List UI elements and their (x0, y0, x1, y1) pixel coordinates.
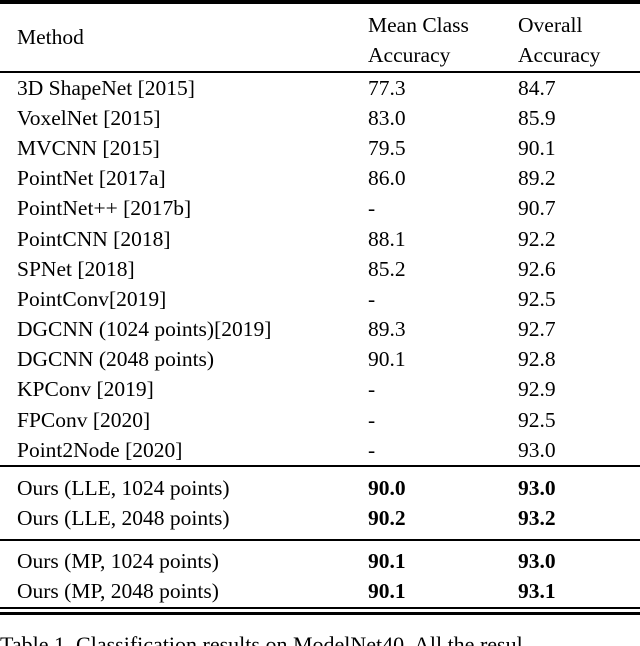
overall-header-line2: Accuracy (518, 43, 601, 67)
overall-accuracy-cell: 92.9 (518, 377, 556, 402)
method-cell: SPNet [2018] (17, 256, 135, 281)
section-divider-rule-1 (0, 465, 640, 468)
table-row: VoxelNet [2015] 83.0 85.9 (0, 103, 640, 133)
method-cell: Ours (MP, 1024 points) (17, 548, 219, 573)
mean-class-accuracy-cell: 85.2 (368, 256, 406, 281)
method-cell: Ours (LLE, 2048 points) (17, 505, 230, 530)
table-row: KPConv [2019] - 92.9 (0, 375, 640, 405)
mean-class-accuracy-cell: - (368, 196, 376, 221)
section-prior-methods: 3D ShapeNet [2015] 77.3 84.7 VoxelNet [2… (0, 73, 640, 465)
overall-accuracy-cell: 92.8 (518, 347, 556, 372)
table-row: PointCNN [2018] 88.1 92.2 (0, 224, 640, 254)
method-cell: PointConv[2019] (17, 286, 167, 311)
table-header-row: Method Mean Class Accuracy Overall Accur… (0, 4, 640, 71)
table-row: DGCNN (1024 points)[2019] 89.3 92.7 (0, 315, 640, 345)
table-row: SPNet [2018] 85.2 92.6 (0, 254, 640, 284)
method-cell: DGCNN (1024 points)[2019] (17, 317, 272, 342)
overall-accuracy-cell: 92.5 (518, 407, 556, 432)
mean-class-accuracy-cell: 90.1 (368, 548, 406, 573)
table-row: Point2Node [2020] - 93.0 (0, 435, 640, 465)
table-bottom-outer-rule (0, 612, 640, 616)
mean-class-accuracy-cell: 86.0 (368, 166, 406, 191)
method-cell: KPConv [2019] (17, 377, 154, 402)
overall-accuracy-cell: 90.7 (518, 196, 556, 221)
mean-class-header-line1: Mean Class (368, 13, 469, 37)
method-cell: DGCNN (2048 points) (17, 347, 215, 372)
table-row: Ours (LLE, 1024 points) 90.0 93.0 (0, 473, 640, 503)
table-row: FPConv [2020] - 92.5 (0, 405, 640, 435)
overall-accuracy-cell: 92.5 (518, 286, 556, 311)
overall-accuracy-cell: 93.0 (518, 548, 556, 573)
mean-class-accuracy-cell: - (368, 286, 376, 311)
table-row: PointNet++ [2017b] - 90.7 (0, 194, 640, 224)
overall-accuracy-cell: 92.7 (518, 317, 556, 342)
overall-accuracy-cell: 93.2 (518, 505, 556, 530)
table-row: PointNet [2017a] 86.0 89.2 (0, 164, 640, 194)
method-cell: VoxelNet [2015] (17, 105, 161, 130)
table-bottom-inner-rule (0, 607, 640, 609)
mean-class-accuracy-cell: - (368, 377, 376, 402)
method-cell: PointCNN [2018] (17, 226, 171, 251)
section-divider-rule-2 (0, 539, 640, 542)
header-divider-rule (0, 71, 640, 73)
mean-class-accuracy-cell: 90.0 (368, 475, 406, 500)
section-ours-mp: Ours (MP, 1024 points) 90.1 93.0 Ours (M… (0, 541, 640, 607)
column-header-method: Method (0, 4, 368, 71)
table-row: 3D ShapeNet [2015] 77.3 84.7 (0, 73, 640, 103)
overall-accuracy-cell: 85.9 (518, 105, 556, 130)
table-row: Ours (MP, 1024 points) 90.1 93.0 (0, 546, 640, 576)
mean-class-accuracy-cell: 79.5 (368, 135, 406, 160)
overall-accuracy-cell: 93.0 (518, 437, 556, 462)
mean-class-accuracy-cell: 90.2 (368, 505, 406, 530)
column-header-mean-class-accuracy: Mean Class Accuracy (368, 4, 518, 71)
table-row: MVCNN [2015] 79.5 90.1 (0, 133, 640, 163)
mean-class-accuracy-cell: - (368, 407, 376, 432)
method-cell: Ours (MP, 2048 points) (17, 578, 219, 603)
table-row: Ours (MP, 2048 points) 90.1 93.1 (0, 576, 640, 606)
method-cell: MVCNN [2015] (17, 135, 160, 160)
mean-class-accuracy-cell: 88.1 (368, 226, 406, 251)
section-ours-lle: Ours (LLE, 1024 points) 90.0 93.0 Ours (… (0, 467, 640, 539)
mean-class-accuracy-cell: 90.1 (368, 347, 406, 372)
overall-accuracy-cell: 84.7 (518, 75, 556, 100)
mean-class-header-line2: Accuracy (368, 43, 451, 67)
column-header-method-label: Method (17, 25, 84, 49)
method-cell: PointNet++ [2017b] (17, 196, 192, 221)
overall-accuracy-cell: 90.1 (518, 135, 556, 160)
table-row: DGCNN (2048 points) 90.1 92.8 (0, 345, 640, 375)
overall-accuracy-cell: 92.2 (518, 226, 556, 251)
table-row: PointConv[2019] - 92.5 (0, 284, 640, 314)
mean-class-accuracy-cell: 83.0 (368, 105, 406, 130)
overall-accuracy-cell: 93.0 (518, 475, 556, 500)
method-cell: FPConv [2020] (17, 407, 151, 432)
method-cell: 3D ShapeNet [2015] (17, 75, 195, 100)
overall-header-line1: Overall (518, 13, 583, 37)
column-header-overall-accuracy: Overall Accuracy (518, 4, 640, 71)
overall-accuracy-cell: 92.6 (518, 256, 556, 281)
table-caption: Table 1. Classification results on Model… (0, 632, 523, 646)
table-row: Ours (LLE, 2048 points) 90.2 93.2 (0, 503, 640, 533)
overall-accuracy-cell: 93.1 (518, 578, 556, 603)
method-cell: PointNet [2017a] (17, 166, 166, 191)
method-cell: Ours (LLE, 1024 points) (17, 475, 230, 500)
mean-class-accuracy-cell: 90.1 (368, 578, 406, 603)
mean-class-accuracy-cell: 89.3 (368, 317, 406, 342)
overall-accuracy-cell: 89.2 (518, 166, 556, 191)
mean-class-accuracy-cell: 77.3 (368, 75, 406, 100)
method-cell: Point2Node [2020] (17, 437, 183, 462)
mean-class-accuracy-cell: - (368, 437, 376, 462)
table-top-rule (0, 0, 640, 4)
